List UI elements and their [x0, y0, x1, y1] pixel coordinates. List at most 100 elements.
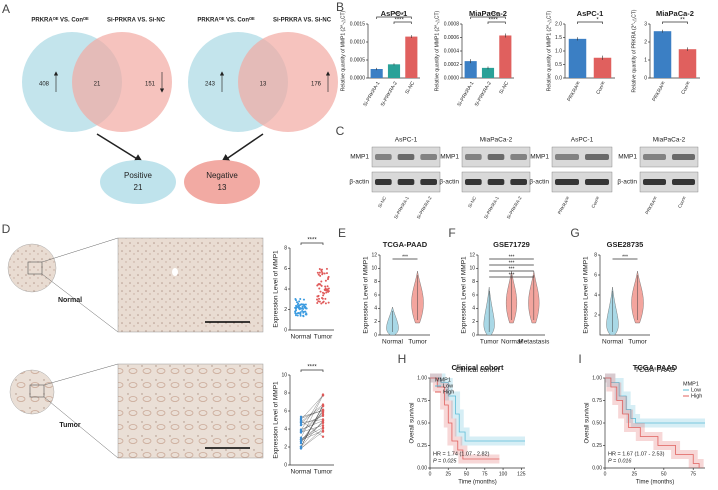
y-tick-label: 0.50 — [592, 420, 602, 426]
y-tick-label: 6 — [374, 292, 377, 298]
venn-count: 408 — [39, 82, 50, 88]
chart-title: MiaPaCa-2 — [656, 9, 694, 18]
y-tick-label: 0 — [284, 327, 287, 333]
point — [324, 279, 327, 282]
y-tick-label: 0 — [644, 75, 647, 81]
x-tick-label: 75 — [690, 471, 696, 477]
point — [320, 270, 323, 273]
y-tick-label: 2 — [374, 319, 377, 325]
lane-label: Si-NC — [377, 195, 388, 209]
y-tick-label: 6 — [284, 408, 287, 414]
point — [299, 431, 303, 434]
x-tick-label: Tumor — [314, 469, 333, 476]
lane-label: Si-PRKRA-1 — [483, 195, 500, 220]
chart-title: TCGA-PAAD — [635, 367, 675, 374]
lane-label: Si-PRKRA-2 — [506, 195, 523, 220]
band — [420, 154, 437, 160]
point — [298, 300, 301, 303]
pair — [300, 431, 324, 449]
sig-bracket — [300, 242, 324, 245]
y-tick-label: 12 — [371, 252, 377, 258]
y-tick-label: 8 — [472, 279, 475, 285]
legend-title: MMP1 — [683, 381, 699, 387]
y-axis-label: Relative quantity of PRKRA (2^-△CT) — [631, 9, 637, 92]
y-axis-label: Relative quantity of MMP1 (2^-△CT) — [340, 10, 346, 91]
x-tick-label: Si-NC — [498, 80, 510, 95]
significance: **** — [489, 13, 499, 19]
hr: HR = 1.67 (1.07 - 2.53) — [608, 451, 665, 457]
y-tick-label: 2.0 — [555, 21, 562, 27]
chart-title: Clinical cohort — [456, 367, 500, 374]
y-axis-label: Expression Level of MMP1 — [273, 381, 280, 459]
point — [297, 302, 300, 305]
sig-bracket — [470, 16, 506, 19]
y-tick-label: 8 — [284, 390, 287, 396]
bar — [593, 57, 612, 78]
x-axis-label: Time (months) — [636, 480, 674, 486]
point — [324, 302, 327, 305]
y-tick-label: 0.0000 — [444, 75, 460, 81]
chart-title: GSE71729 — [493, 240, 530, 249]
bar — [678, 49, 697, 78]
x-tick-label: Si-PRKRA-2 — [380, 80, 399, 107]
x-tick-label: Tumor — [480, 339, 499, 346]
y-tick-label: 0 — [472, 332, 475, 338]
y-tick-label: 0.0008 — [444, 21, 460, 27]
point — [327, 290, 330, 293]
band — [420, 179, 437, 185]
point — [321, 435, 325, 438]
panel-label: B — [336, 0, 344, 14]
y-tick-label: 12 — [469, 252, 475, 258]
point — [316, 295, 319, 298]
panel-label: I — [578, 352, 581, 366]
y-tick-label: 8 — [594, 252, 597, 258]
point — [321, 403, 325, 406]
point — [327, 301, 330, 304]
y-tick-label: 8 — [284, 245, 287, 251]
blot-row-label: β-actin — [349, 179, 369, 186]
y-tick-label: 4 — [284, 426, 287, 432]
y-tick-label: 0.0 — [555, 75, 562, 81]
legend-title: MMP1 — [435, 377, 451, 383]
point — [318, 271, 321, 274]
lane-label: Conᴼᴱ — [677, 195, 688, 208]
y-tick-label: 2 — [472, 319, 475, 325]
y-axis-label: Expression Level of MMP1 — [273, 250, 280, 328]
significance: *** — [509, 266, 515, 272]
band — [555, 179, 579, 185]
point — [321, 413, 325, 416]
y-tick-label: 6 — [284, 266, 287, 272]
point — [320, 268, 323, 271]
bar — [405, 36, 418, 78]
y-tick-label: 10 — [371, 266, 377, 272]
point — [304, 303, 307, 306]
y-tick-label: 8 — [374, 279, 377, 285]
y-tick-label: 0.0005 — [350, 57, 366, 63]
point — [321, 411, 325, 414]
venn-count: 151 — [145, 82, 156, 88]
y-tick-label: 0.0006 — [444, 35, 460, 41]
y-tick-label: 0.0004 — [444, 48, 460, 54]
outcome-label: Negative — [206, 171, 238, 180]
band — [397, 179, 415, 185]
y-tick-label: 1 — [644, 57, 647, 63]
row-label: Tumor — [59, 422, 81, 429]
x-tick-label: Tumor — [314, 334, 333, 341]
point — [317, 273, 320, 276]
lane-label: Si-PRKRA-2 — [416, 195, 433, 220]
x-tick-label: 75 — [482, 471, 488, 477]
point — [321, 424, 325, 427]
outcome — [184, 160, 260, 204]
x-tick-label: Normal — [382, 339, 404, 346]
significance: **** — [307, 365, 317, 371]
lane-label: PRKRAᴼᴱ — [557, 195, 571, 215]
lane-label: Si-NC — [467, 195, 478, 209]
bar — [387, 64, 401, 78]
point — [301, 310, 304, 313]
outcome-count: 21 — [134, 183, 143, 192]
point — [296, 314, 299, 317]
significance: * — [596, 18, 599, 24]
y-tick-label: 0.00 — [417, 465, 427, 471]
x-tick-label: 25 — [632, 471, 638, 477]
y-tick-label: 0.0015 — [350, 21, 366, 27]
